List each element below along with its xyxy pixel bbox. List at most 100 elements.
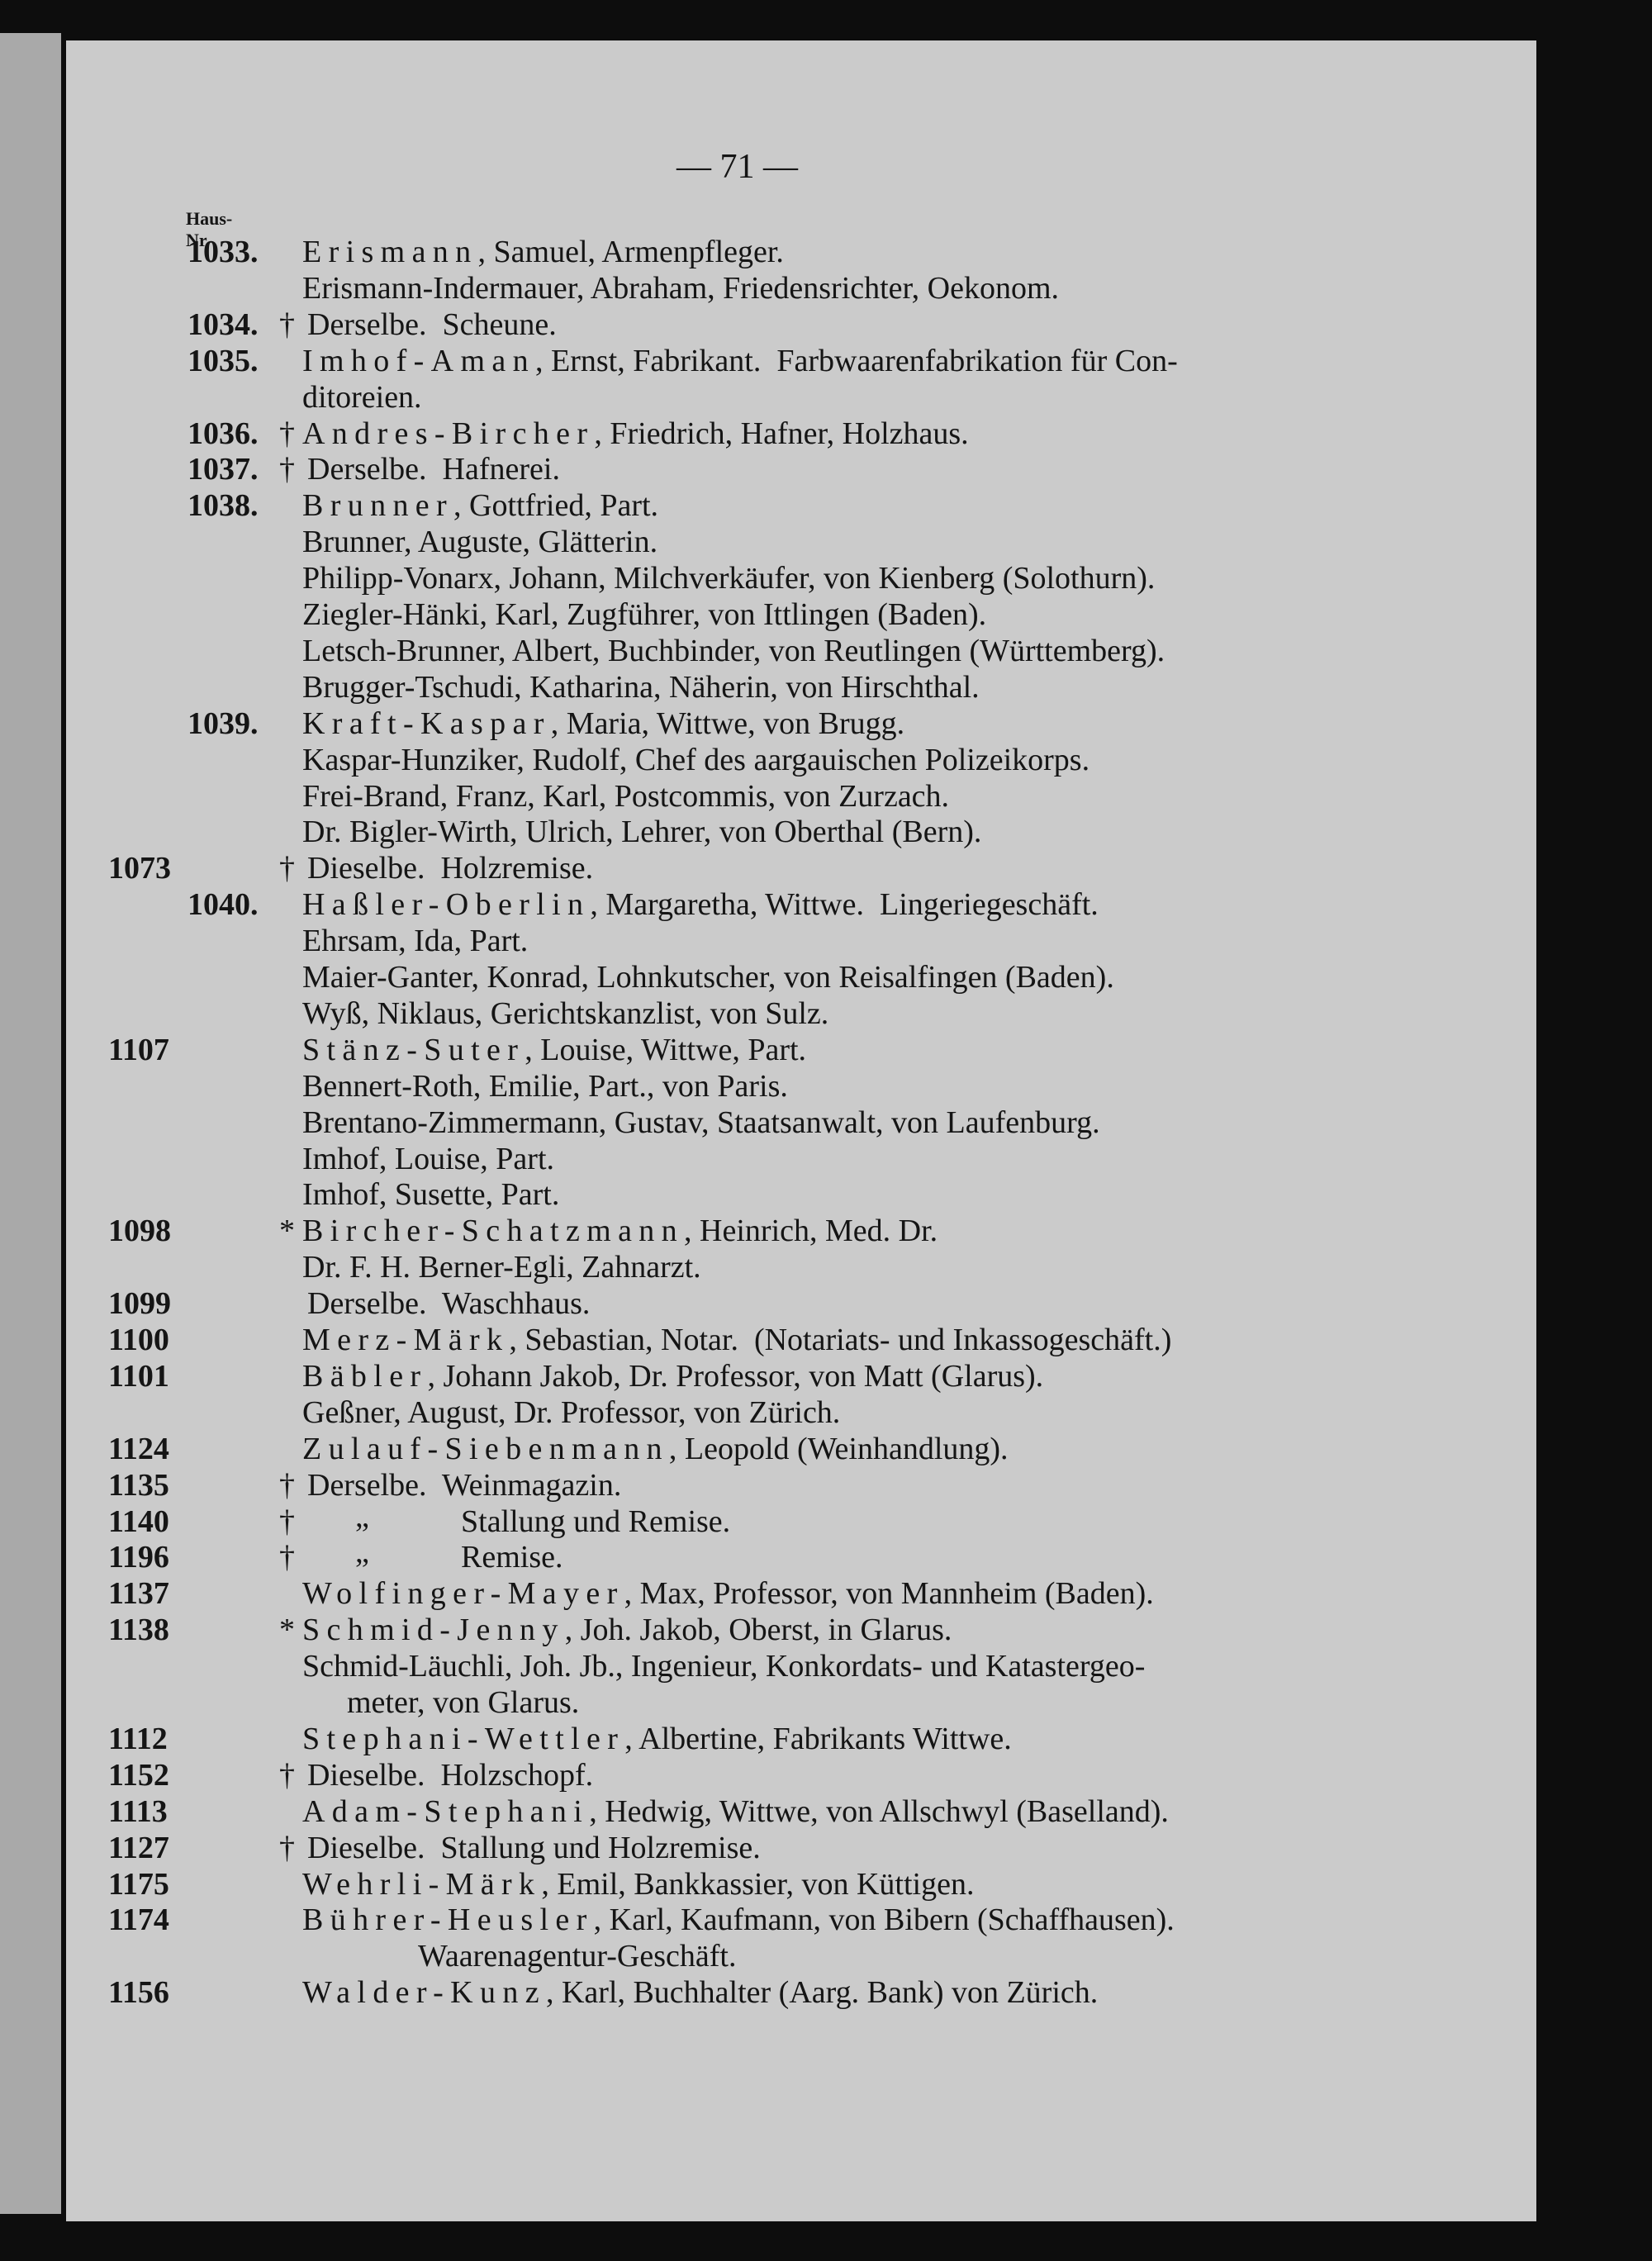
entry-name: Bircher-Schatzmann xyxy=(302,1214,685,1249)
house-number: 1107 xyxy=(108,1032,169,1067)
entry-mark: † xyxy=(279,1503,295,1539)
entry-name: Brunner xyxy=(302,488,454,524)
entry-text: Geßner, August, Dr. Professor, von Züric… xyxy=(302,1394,841,1430)
entry-text: , Leopold (Weinhandlung). xyxy=(668,1431,1009,1466)
entry-text: , Joh. Jakob, Oberst, in Glarus. xyxy=(564,1613,952,1648)
house-number-old: 1034. xyxy=(188,306,259,342)
house-number-old: 1033. xyxy=(188,235,259,269)
entry-text: , Ernst, Fabrikant. Farbwaarenfabrikatio… xyxy=(535,343,1178,378)
entry-mark: † xyxy=(279,851,295,886)
house-number: 1113 xyxy=(108,1793,168,1829)
entry-text: , Emil, Bankkassier, von Küttigen. xyxy=(541,1866,975,1902)
column-label: Nr. xyxy=(186,230,211,250)
house-number-old: 1039. xyxy=(188,705,259,741)
entry-text: Dr. F. H. Berner-Egli, Zahnarzt. xyxy=(302,1250,701,1285)
entry-text: , Margaretha, Wittwe. Lingeriegeschäft. xyxy=(590,887,1099,923)
house-number: 1099 xyxy=(108,1286,171,1322)
entry-text: Remise. xyxy=(461,1540,563,1575)
entry-text: Derselbe. Waschhaus. xyxy=(307,1286,591,1322)
entry-name: Walder-Kunz xyxy=(302,1975,546,2011)
entry-text: Wyß, Niklaus, Gerichtskanzlist, von Sulz… xyxy=(302,995,829,1031)
house-number-old: 1037. xyxy=(188,452,259,487)
house-number-old: 1035. xyxy=(188,343,259,378)
entry-text: Derselbe. Hafnerei. xyxy=(307,452,560,487)
house-number: 1073 xyxy=(108,851,171,886)
entry-text: , Karl, Kaufmann, von Bibern (Schaffhaus… xyxy=(593,1902,1175,1938)
entry-text: , Sebastian, Notar. (Notariats- und Inka… xyxy=(509,1323,1172,1357)
adjacent-page-edge xyxy=(0,33,61,2214)
entry-name: Zulauf-Siebenmann xyxy=(302,1431,669,1466)
entry-name: Imhof-Aman xyxy=(302,343,535,378)
entry-mark: † xyxy=(279,416,295,451)
entry-mark: † xyxy=(279,1830,295,1865)
house-number: 1137 xyxy=(108,1576,169,1612)
house-number: 1175 xyxy=(108,1866,169,1902)
house-number: 1156 xyxy=(108,1975,169,2011)
entry-text: Dieselbe. Holzremise. xyxy=(307,851,594,886)
entry-text: , Heinrich, Med. Dr. xyxy=(684,1214,938,1249)
entry-name: Merz-Märk xyxy=(302,1323,510,1357)
entry-text: Stallung und Remise. xyxy=(461,1503,731,1539)
entry-name: Bäbler xyxy=(302,1358,428,1394)
entry-continuation: Waarenagentur-Geschäft. xyxy=(418,1939,737,1974)
entry-text: , Louise, Wittwe, Part. xyxy=(525,1032,807,1067)
entry-text: Maier-Ganter, Konrad, Lohnkutscher, von … xyxy=(302,960,1114,995)
entry-text: Frei-Brand, Franz, Karl, Postcommis, von… xyxy=(302,778,950,814)
entry-text: Ehrsam, Ida, Part. xyxy=(302,924,529,959)
entry-text: Dieselbe. Holzschopf. xyxy=(307,1757,594,1793)
entry-mark: † xyxy=(279,1757,295,1793)
entry-text: , Albertine, Fabrikants Wittwe. xyxy=(624,1721,1012,1756)
ditto-mark: „ xyxy=(355,1535,369,1570)
entry-text: , Johann Jakob, Dr. Professor, von Matt … xyxy=(427,1358,1044,1394)
entry-text: Dieselbe. Stallung und Holzremise. xyxy=(307,1830,761,1865)
column-label: Haus- xyxy=(186,208,233,229)
entry-name: Wolfinger-Mayer xyxy=(302,1576,624,1612)
house-number: 1098 xyxy=(108,1214,171,1249)
entry-mark: * xyxy=(279,1214,295,1249)
house-number: 1140 xyxy=(108,1503,169,1539)
entry-text: , Gottfried, Part. xyxy=(453,488,659,524)
entry-name: Wehrli-Märk xyxy=(302,1866,542,1902)
entry-text: Derselbe. Weinmagazin. xyxy=(307,1467,622,1503)
entry-text: Erismann-Indermauer, Abraham, Friedensri… xyxy=(302,270,1060,306)
entry-text: , Maria, Wittwe, von Brugg. xyxy=(550,705,905,741)
entry-mark: † xyxy=(279,306,295,342)
entry-text: Brentano-Zimmermann, Gustav, Staatsanwal… xyxy=(302,1104,1100,1140)
entry-name: Schmid-Jenny xyxy=(302,1613,565,1648)
entry-name: Adam-Stephani xyxy=(302,1793,590,1829)
house-number: 1135 xyxy=(108,1467,169,1503)
house-number-old: 1040. xyxy=(188,887,259,923)
entry-text: Brunner, Auguste, Glätterin. xyxy=(302,525,658,560)
page: — 71 — Haus- Nr. 1033. Erismann, Samuel, … xyxy=(66,40,1536,2221)
house-number: 1112 xyxy=(108,1721,168,1756)
house-number: 1196 xyxy=(108,1540,169,1575)
house-number: 1127 xyxy=(108,1830,169,1865)
entry-text: , Karl, Buchhalter (Aarg. Bank) von Züri… xyxy=(545,1975,1099,2011)
entry-mark: † xyxy=(279,1540,295,1575)
entry-text: , Friedrich, Hafner, Holzhaus. xyxy=(594,416,969,451)
entry-text: Letsch-Brunner, Albert, Buchbinder, von … xyxy=(302,633,1165,668)
entry-continuation: ditoreien. xyxy=(302,379,422,415)
entry-text: Imhof, Louise, Part. xyxy=(302,1141,555,1176)
entry-text: Kaspar-Hunziker, Rudolf, Chef des aargau… xyxy=(302,742,1090,777)
page-number: — 71 — xyxy=(676,148,798,186)
house-number: 1100 xyxy=(108,1323,169,1357)
entry-mark: † xyxy=(279,452,295,487)
house-number-old: 1036. xyxy=(188,416,259,451)
entry-name: Stephani-Wettler xyxy=(302,1721,625,1756)
entry-mark: † xyxy=(279,1467,295,1503)
house-number: 1124 xyxy=(108,1431,169,1466)
entry-text: Schmid-Läuchli, Joh. Jb., Ingenieur, Kon… xyxy=(302,1649,1146,1684)
entry-text: , Samuel, Armenpfleger. xyxy=(477,235,784,269)
entry-name: Haßler-Oberlin xyxy=(302,887,591,923)
entry-name: Kraft-Kaspar xyxy=(302,705,551,741)
house-number: 1152 xyxy=(108,1757,169,1793)
entry-text: Ziegler-Hänki, Karl, Zugführer, von Ittl… xyxy=(302,597,987,632)
entry-text: Brugger-Tschudi, Katharina, Näherin, von… xyxy=(302,669,980,705)
entry-name: Erismann xyxy=(302,235,478,269)
entry-text: Imhof, Susette, Part. xyxy=(302,1177,560,1213)
entry-text: Bennert-Roth, Emilie, Part., von Paris. xyxy=(302,1068,788,1104)
entry-name: Stänz-Suter xyxy=(302,1032,525,1067)
entry-mark: * xyxy=(279,1613,295,1648)
